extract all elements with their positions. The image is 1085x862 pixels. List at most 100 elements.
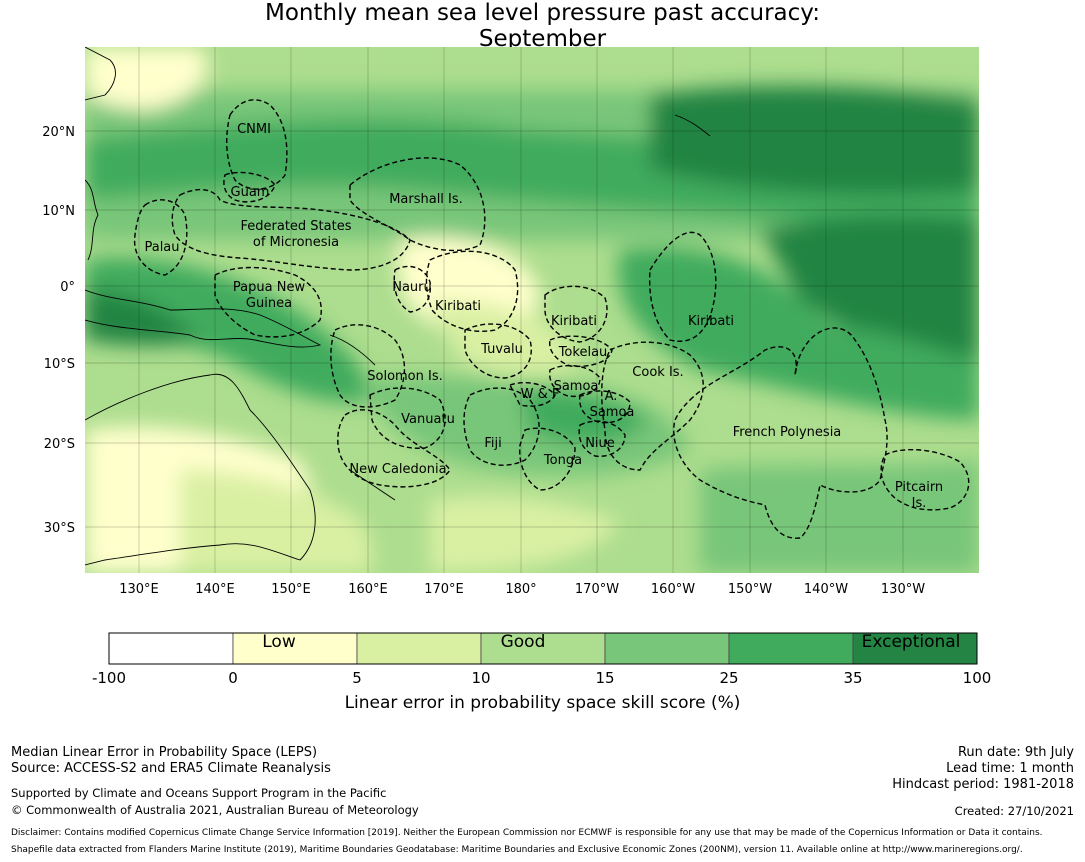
field-png-exceptional — [85, 290, 200, 346]
label-png-2: Guinea — [246, 296, 292, 311]
label-nauru: Nauru — [392, 280, 432, 295]
lat-tick: 30°S — [44, 521, 75, 536]
colorbar-bin-4 — [604, 632, 730, 665]
footer-disclaimer: Disclaimer: Contains modified Copernicus… — [11, 828, 1043, 838]
eez-new-caledonia — [337, 409, 451, 488]
eez-fiji — [463, 387, 540, 466]
lon-tick: 160°E — [348, 582, 388, 597]
colorbar-tick: 35 — [843, 669, 862, 687]
label-pitcairn-1: Pitcairn — [895, 480, 943, 495]
eez-kiribati-phoenix — [544, 285, 608, 343]
lat-tick-labels: 20°N 10°N 0° 10°S 20°S 30°S — [42, 125, 75, 536]
lon-tick: 140°W — [804, 582, 848, 597]
label-fsm-2: of Micronesia — [253, 235, 339, 250]
colorbar-category-good: Good — [501, 632, 546, 652]
colorbar-tick: 100 — [963, 669, 992, 687]
label-kiribati-phoenix: Kiribati — [551, 314, 597, 329]
eez-guam — [223, 171, 276, 203]
label-samoa: Samoa — [554, 379, 599, 394]
eez-american-samoa — [578, 390, 631, 424]
field-ne-exceptional — [650, 85, 979, 195]
field-se-mid — [700, 460, 979, 573]
label-kiribati-gilbert: Kiribati — [435, 299, 481, 314]
eez-tuvalu — [464, 323, 532, 379]
lon-tick: 150°E — [271, 582, 311, 597]
colorbar-bin-5 — [728, 632, 854, 665]
eez-nauru — [393, 265, 432, 313]
colorbar-label: Linear error in probability space skill … — [344, 693, 741, 713]
label-guam: Guam — [231, 185, 270, 200]
label-niue: Niue — [585, 436, 615, 451]
eez-boundaries — [133, 99, 970, 539]
colorbar: Low Good Exceptional -100 0 5 10 15 25 3… — [92, 632, 991, 687]
lon-tick: 130°E — [119, 582, 159, 597]
skill-map: CNMI Guam Marshall Is. Federated States … — [42, 47, 991, 687]
label-american-a: A. — [605, 389, 618, 404]
eez-pitcairn — [880, 448, 970, 511]
eez-kiribati-line — [648, 231, 717, 342]
field-east-exceptional — [760, 215, 979, 360]
label-png-1: Papua New — [233, 280, 306, 295]
coast-japan — [85, 47, 116, 101]
eez-solomons — [330, 324, 406, 408]
field-central-lowmid — [430, 300, 580, 375]
chart-title-line1: Monthly mean sea level pressure past acc… — [265, 0, 820, 26]
lon-tick: 140°E — [195, 582, 235, 597]
label-fsm-1: Federated States — [241, 219, 352, 234]
footer-copyright: © Commonwealth of Australia 2021, Austra… — [11, 803, 419, 817]
lon-tick: 170°W — [575, 582, 619, 597]
eez-tokelau — [548, 335, 613, 368]
field-south-lowmid — [430, 496, 620, 573]
colorbar-bin-6 — [852, 632, 978, 665]
footer-leps: Median Linear Error in Probability Space… — [11, 745, 318, 760]
eez-kiribati-gilbert — [425, 250, 519, 332]
label-pitcairn-2: Is. — [912, 496, 927, 511]
footer-lead-time: Lead time: 1 month — [946, 761, 1074, 776]
eez-samoa — [548, 364, 601, 398]
label-kiribati-line: Kiribati — [688, 314, 734, 329]
label-palau: Palau — [144, 240, 179, 255]
coast-australia — [85, 373, 316, 566]
colorbar-frame — [108, 632, 978, 665]
lon-tick: 130°W — [881, 582, 925, 597]
lat-tick: 20°S — [44, 437, 75, 452]
colorbar-tick: 0 — [228, 669, 238, 687]
field-png-high — [85, 257, 380, 403]
colorbar-category-low: Low — [262, 632, 296, 652]
label-marshall: Marshall Is. — [389, 192, 463, 207]
label-tonga: Tonga — [543, 453, 582, 468]
eez-vanuatu — [369, 387, 446, 449]
footer-created: Created: 27/10/2021 — [954, 804, 1074, 818]
label-vanuatu: Vanuatu — [401, 412, 455, 427]
footer-run-date: Run date: 9th July — [957, 745, 1074, 760]
colorbar-tick: -100 — [92, 669, 126, 687]
lat-tick: 10°N — [42, 204, 75, 219]
colorbar-tick: 15 — [595, 669, 614, 687]
lon-tick: 180° — [505, 582, 536, 597]
lat-tick: 20°N — [42, 125, 75, 140]
label-wallis-futuna: W & F — [521, 387, 560, 402]
colorbar-bin-0 — [108, 632, 234, 665]
eez-wallis-futuna — [509, 382, 556, 407]
graticule — [85, 47, 979, 573]
coast-hawaii — [674, 114, 711, 137]
region-labels: CNMI Guam Marshall Is. Federated States … — [144, 122, 943, 511]
colorbar-tick: 25 — [719, 669, 738, 687]
eez-niue — [578, 420, 626, 457]
footer-source: Source: ACCESS-S2 and ERA5 Climate Reana… — [11, 761, 331, 776]
map-field: CNMI Guam Marshall Is. Federated States … — [85, 47, 979, 573]
lon-tick: 160°W — [651, 582, 695, 597]
label-american-samoa: Samoa — [590, 405, 635, 420]
lon-tick: 170°E — [424, 582, 464, 597]
lat-tick: 0° — [60, 280, 75, 295]
footer-hindcast: Hindcast period: 1981-2018 — [892, 777, 1074, 792]
lon-tick-labels: 130°E 140°E 150°E 160°E 170°E 180° 170°W… — [119, 582, 925, 597]
colorbar-tick: 5 — [352, 669, 362, 687]
label-fiji: Fiji — [484, 436, 501, 451]
eez-cook — [601, 341, 704, 471]
colorbar-bin-2 — [356, 632, 482, 665]
field-tasman-lowmid — [180, 470, 373, 573]
eez-png — [214, 266, 322, 338]
eez-marshall — [349, 157, 486, 252]
eez-french-polynesia — [673, 327, 888, 539]
